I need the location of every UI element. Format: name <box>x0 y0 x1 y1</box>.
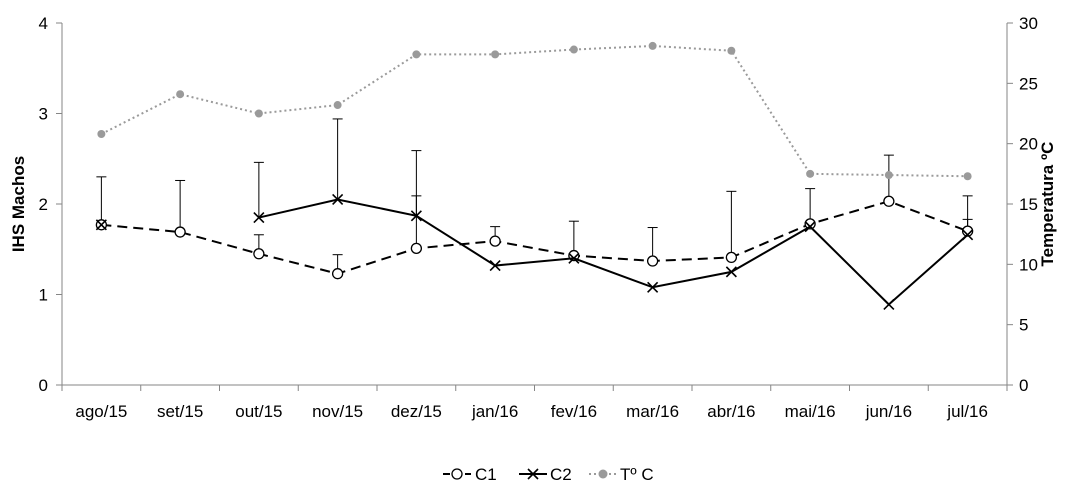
y-tick-label: 1 <box>39 286 48 305</box>
point-c1 <box>331 268 344 280</box>
y2-tick-label: 0 <box>1019 376 1028 395</box>
series-layer <box>95 41 974 311</box>
y2-tick-label: 10 <box>1019 255 1038 274</box>
x-tick-label: fev/16 <box>551 402 597 421</box>
x-tick-label: mai/16 <box>785 402 836 421</box>
point-c1 <box>410 242 423 254</box>
x-tick-label: jul/16 <box>946 402 988 421</box>
y2-tick-label: 20 <box>1019 135 1038 154</box>
point-temperature <box>412 50 421 59</box>
legend: C1 C2 Tº C <box>443 465 654 483</box>
point-c2 <box>253 212 265 224</box>
legend-marker-temperature <box>598 469 608 479</box>
point-c2 <box>647 281 659 293</box>
point-temperature <box>176 90 185 99</box>
point-c2 <box>804 221 816 233</box>
point-temperature <box>254 109 263 118</box>
point-temperature <box>333 101 342 110</box>
x-tick-label: dez/15 <box>391 402 442 421</box>
y-tick-label: 4 <box>39 14 48 33</box>
point-c1 <box>253 248 265 260</box>
point-c1 <box>646 255 659 267</box>
series-line-c2 <box>258 198 969 306</box>
axes-layer <box>56 22 1013 391</box>
point-c2 <box>962 229 974 241</box>
point-temperature <box>648 41 657 50</box>
x-tick-label: set/15 <box>157 402 203 421</box>
legend-item-c2: C2 <box>519 465 572 483</box>
legend-item-c1: C1 <box>443 465 497 483</box>
y-tick-label: 2 <box>39 195 48 214</box>
point-temperature <box>727 46 736 55</box>
point-c2 <box>410 210 422 222</box>
y-tick-label: 0 <box>39 376 48 395</box>
y2-tick-label: 15 <box>1019 195 1038 214</box>
point-c1 <box>725 251 738 264</box>
legend-label-c1: C1 <box>475 465 497 483</box>
point-c2 <box>95 219 107 231</box>
point-temperature <box>491 50 500 59</box>
point-temperature <box>884 171 893 180</box>
point-temperature <box>963 172 972 181</box>
x-tick-label: ago/15 <box>75 402 127 421</box>
point-c1 <box>489 235 501 247</box>
legend-label-temperature: Tº C <box>620 465 654 483</box>
y2-axis-title: Temperatura ºC <box>1038 142 1057 267</box>
legend-label-c2: C2 <box>550 465 572 483</box>
point-c1 <box>174 226 186 238</box>
series-line-c1 <box>101 200 968 275</box>
y2-tick-label: 25 <box>1019 74 1038 93</box>
x-tick-label: nov/15 <box>312 402 363 421</box>
x-tick-label: jan/16 <box>471 402 518 421</box>
legend-marker-c1 <box>451 468 463 480</box>
series-line-temperature <box>100 44 968 178</box>
point-c2 <box>883 298 895 311</box>
point-temperature <box>569 45 578 54</box>
y2-tick-label: 5 <box>1019 316 1028 335</box>
x-tick-label: out/15 <box>235 402 282 421</box>
y2-tick-label: 30 <box>1019 14 1038 33</box>
y-axis-title: IHS Machos <box>9 156 28 252</box>
error-bars-layer <box>96 118 973 274</box>
tick-labels-layer: 0 1 2 3 4 0 5 10 15 20 25 30 ago/15 set/15 out/15 nov/1… <box>39 14 1038 421</box>
x-tick-label: jun/16 <box>865 402 912 421</box>
point-c1 <box>883 195 895 207</box>
point-c1 <box>961 225 974 237</box>
legend-item-temperature: Tº C <box>589 465 654 483</box>
x-tick-label: abr/16 <box>707 402 755 421</box>
y-tick-label: 3 <box>39 105 48 124</box>
point-c2 <box>489 259 501 272</box>
legend-marker-c2 <box>527 468 539 480</box>
point-temperature <box>97 130 106 139</box>
point-c2 <box>568 252 580 264</box>
point-c2 <box>332 193 344 206</box>
point-c1 <box>804 218 816 230</box>
point-c2 <box>725 266 737 278</box>
point-temperature <box>806 169 815 178</box>
x-tick-label: mar/16 <box>626 402 679 421</box>
